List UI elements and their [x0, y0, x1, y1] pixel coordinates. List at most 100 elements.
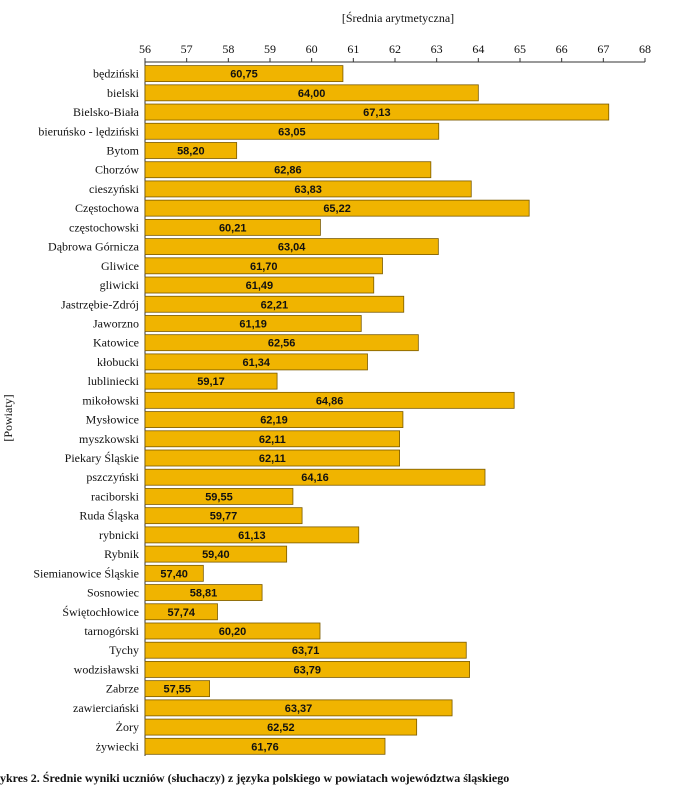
category-label: będziński: [93, 67, 140, 81]
value-label: 61,34: [242, 357, 270, 369]
bar: [144, 526, 360, 544]
bar: [144, 507, 303, 525]
bar: [144, 315, 362, 332]
bar: [144, 449, 400, 467]
x-tick-label: 65: [514, 42, 526, 56]
bar: [144, 372, 278, 390]
bar: [144, 218, 321, 236]
bar: [144, 334, 419, 352]
bar: [144, 122, 440, 140]
value-label: 64,86: [316, 395, 344, 407]
bar: [144, 545, 288, 563]
x-axis-ticks: 56 57 58 59 60 61 62 63 64 65 66 67 68: [139, 42, 651, 62]
category-label: Katowice: [93, 336, 139, 350]
bar: [144, 661, 470, 678]
x-axis-title: [Średnia arytmetyczna]: [342, 11, 454, 25]
category-label: pszczyński: [86, 470, 139, 484]
bar: [144, 391, 515, 409]
category-label: wodzisławski: [74, 662, 140, 676]
category-label: zawierciański: [73, 701, 140, 715]
value-label: 62,11: [259, 453, 286, 465]
category-label: Żory: [116, 720, 139, 734]
value-label: 59,17: [197, 376, 225, 388]
x-tick-label: 67: [597, 42, 609, 56]
value-label: 62,52: [267, 722, 295, 734]
bar: [144, 295, 405, 313]
value-label: 62,86: [274, 165, 302, 177]
category-label: Ruda Śląska: [79, 509, 139, 523]
value-label: 59,77: [210, 511, 238, 523]
value-label: 57,55: [164, 684, 192, 696]
value-label: 61,76: [251, 741, 279, 753]
value-label: 63,05: [278, 126, 306, 138]
value-label: 58,81: [190, 588, 218, 600]
bar: [144, 468, 486, 486]
bar: [144, 564, 204, 582]
value-label: 62,21: [261, 299, 289, 311]
value-label: 63,79: [294, 664, 322, 676]
x-tick-label: 59: [264, 42, 276, 56]
x-tick-label: 56: [139, 42, 151, 56]
category-label: gliwicki: [100, 278, 140, 292]
value-label: 62,56: [268, 338, 296, 350]
x-tick-label: 61: [347, 42, 359, 56]
category-label: Jaworzno: [93, 316, 139, 330]
value-label: 67,13: [363, 107, 391, 119]
category-label: Gliwice: [101, 259, 139, 273]
bar: [144, 488, 294, 505]
value-label: 64,16: [301, 472, 329, 484]
category-label: lubliniecki: [88, 374, 140, 388]
value-label: 60,20: [219, 626, 247, 638]
category-label: Częstochowa: [75, 201, 140, 215]
value-label: 59,55: [205, 491, 233, 503]
value-label: 61,49: [246, 280, 274, 292]
value-label: 63,04: [278, 242, 306, 254]
value-label: 60,75: [230, 69, 258, 81]
category-label: żywiecki: [96, 739, 140, 753]
value-label: 63,37: [285, 703, 313, 715]
bar: [144, 238, 439, 255]
bar: [144, 353, 368, 371]
bar: [144, 180, 472, 198]
category-label: myszkowski: [79, 432, 140, 446]
value-label: 63,71: [292, 645, 320, 657]
category-label: Zabrze: [106, 682, 139, 696]
value-label: 65,22: [323, 203, 351, 215]
value-labels: 60,75 64,00 67,13 63,05 58,20 62,86 63,8365,22…: [160, 69, 390, 754]
x-tick-label: 64: [472, 42, 484, 56]
category-label: Jastrzębie-Zdrój: [61, 297, 139, 311]
x-tick-label: 63: [431, 42, 443, 56]
category-labels: będziński bielski Bielsko-Biała bieruńsko -…: [33, 67, 139, 754]
category-label: cieszyński: [89, 182, 140, 196]
value-label: 57,74: [167, 607, 195, 619]
category-label: Sosnowiec: [87, 586, 139, 600]
bar: [144, 430, 400, 448]
bar: [144, 103, 610, 121]
category-label: rybnicki: [99, 528, 140, 542]
bar: [144, 699, 453, 717]
bar: [144, 622, 321, 640]
value-label: 62,19: [260, 415, 288, 427]
x-tick-label: 62: [389, 42, 401, 56]
category-label: raciborski: [91, 489, 140, 503]
bar: [144, 199, 530, 217]
value-label: 59,40: [202, 549, 230, 561]
category-label: Bielsko-Biała: [73, 105, 140, 119]
bar: [144, 276, 375, 294]
category-label: Rybnik: [104, 547, 139, 561]
category-label: Tychy: [109, 643, 139, 657]
bar: [144, 84, 479, 102]
value-label: 62,11: [259, 434, 286, 446]
x-tick-label: 58: [222, 42, 234, 56]
category-label: Bytom: [106, 143, 139, 157]
value-label: 57,40: [160, 568, 188, 580]
bar: [144, 584, 263, 601]
category-label: bieruńsko - lędziński: [38, 124, 139, 138]
x-tick-label: 66: [556, 42, 568, 56]
category-label: kłobucki: [97, 355, 140, 369]
value-label: 63,83: [294, 184, 322, 196]
x-tick-label: 57: [181, 42, 193, 56]
category-label: Mysłowice: [86, 413, 139, 427]
